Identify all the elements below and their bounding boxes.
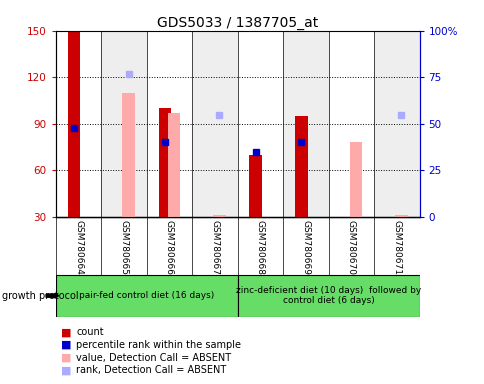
Bar <box>167 113 180 217</box>
Text: ■: ■ <box>60 340 71 350</box>
Title: GDS5033 / 1387705_at: GDS5033 / 1387705_at <box>157 16 318 30</box>
Bar <box>294 116 307 217</box>
Text: GSM780671: GSM780671 <box>392 220 400 275</box>
Bar <box>56 275 237 317</box>
Text: GSM780670: GSM780670 <box>346 220 355 275</box>
Bar <box>192 31 237 217</box>
Bar <box>373 31 419 217</box>
Text: GSM780668: GSM780668 <box>256 220 264 275</box>
Bar <box>158 108 171 217</box>
Bar <box>283 31 328 217</box>
Text: GSM780666: GSM780666 <box>165 220 174 275</box>
Bar <box>349 142 362 217</box>
Text: zinc-deficient diet (10 days)  followed by
control diet (6 days): zinc-deficient diet (10 days) followed b… <box>236 286 420 305</box>
Text: GSM780669: GSM780669 <box>301 220 310 275</box>
Text: growth protocol: growth protocol <box>2 291 79 301</box>
Text: pair-fed control diet (16 days): pair-fed control diet (16 days) <box>79 291 214 300</box>
Text: GSM780664: GSM780664 <box>74 220 83 275</box>
Text: ■: ■ <box>60 327 71 337</box>
Text: count: count <box>76 327 104 337</box>
Text: ■: ■ <box>60 353 71 362</box>
Bar <box>212 215 226 217</box>
Text: ■: ■ <box>60 365 71 375</box>
Bar <box>101 31 146 217</box>
Text: percentile rank within the sample: percentile rank within the sample <box>76 340 241 350</box>
Bar <box>67 31 80 217</box>
Bar <box>237 275 419 317</box>
Bar <box>249 155 262 217</box>
Bar <box>394 215 407 217</box>
Text: value, Detection Call = ABSENT: value, Detection Call = ABSENT <box>76 353 231 362</box>
Text: rank, Detection Call = ABSENT: rank, Detection Call = ABSENT <box>76 365 226 375</box>
Bar <box>122 93 135 217</box>
Text: GSM780667: GSM780667 <box>210 220 219 275</box>
Text: GSM780665: GSM780665 <box>119 220 128 275</box>
